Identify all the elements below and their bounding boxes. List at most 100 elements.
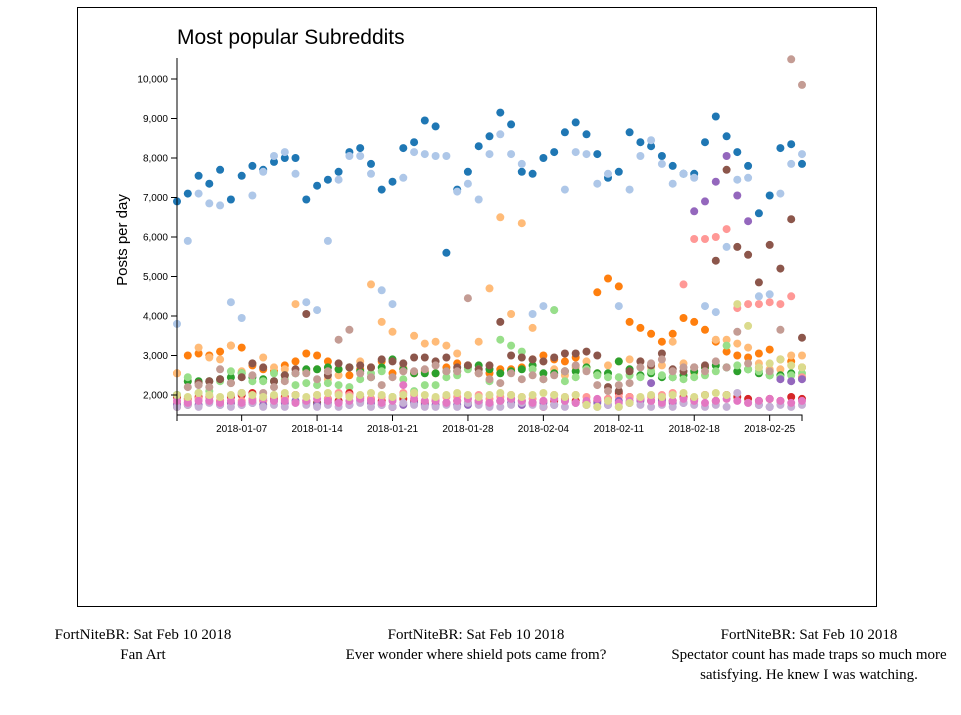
data-point bbox=[787, 377, 796, 386]
data-point bbox=[582, 150, 591, 159]
data-point bbox=[474, 369, 483, 378]
data-point bbox=[431, 393, 440, 401]
data-point bbox=[323, 379, 332, 388]
data-point bbox=[291, 169, 300, 178]
data-point bbox=[507, 310, 516, 318]
data-point bbox=[377, 367, 386, 376]
data-point bbox=[690, 373, 699, 382]
data-point bbox=[291, 369, 300, 378]
data-point bbox=[722, 341, 731, 350]
data-point bbox=[248, 391, 257, 399]
data-point bbox=[722, 242, 731, 251]
data-point bbox=[668, 329, 677, 338]
data-point bbox=[539, 351, 548, 360]
data-point bbox=[668, 396, 677, 405]
data-point bbox=[388, 300, 397, 309]
data-point bbox=[571, 367, 580, 376]
data-point bbox=[647, 329, 656, 338]
y-tick-label: 10,000 bbox=[137, 75, 168, 86]
data-point bbox=[345, 371, 354, 380]
data-point bbox=[528, 310, 537, 318]
data-point bbox=[237, 373, 246, 382]
data-point bbox=[334, 175, 343, 184]
data-point bbox=[798, 363, 806, 372]
data-point bbox=[787, 371, 796, 380]
data-point bbox=[798, 80, 806, 89]
x-tick-label: 2018-02-18 bbox=[669, 424, 721, 435]
data-point bbox=[291, 300, 300, 309]
data-point bbox=[582, 400, 591, 409]
data-point bbox=[259, 167, 268, 176]
data-point bbox=[248, 161, 257, 170]
data-point bbox=[334, 167, 343, 176]
data-point bbox=[539, 302, 548, 311]
data-point bbox=[582, 367, 591, 376]
data-point bbox=[754, 396, 763, 405]
data-point bbox=[604, 373, 612, 382]
caption-1[interactable]: FortNiteBR: Sat Feb 10 2018 Fan Art bbox=[0, 625, 293, 665]
data-point bbox=[754, 292, 763, 301]
data-point bbox=[722, 391, 731, 399]
data-point bbox=[765, 298, 774, 307]
data-point bbox=[420, 116, 429, 125]
data-point bbox=[367, 169, 375, 178]
data-point bbox=[560, 367, 569, 376]
data-point bbox=[496, 108, 505, 117]
data-point bbox=[259, 363, 268, 372]
data-point bbox=[453, 349, 462, 358]
data-point bbox=[787, 159, 796, 168]
caption-2[interactable]: FortNiteBR: Sat Feb 10 2018 Ever wonder … bbox=[326, 625, 626, 665]
data-point bbox=[604, 361, 612, 370]
data-point bbox=[517, 365, 526, 374]
y-tick-label: 8,000 bbox=[143, 154, 168, 165]
data-point bbox=[733, 339, 742, 348]
data-point bbox=[507, 369, 516, 378]
data-point bbox=[668, 337, 677, 346]
data-point bbox=[701, 398, 709, 407]
data-point bbox=[711, 357, 720, 366]
data-point bbox=[765, 402, 774, 411]
data-point bbox=[259, 402, 268, 411]
data-point bbox=[776, 365, 785, 374]
data-point bbox=[399, 173, 408, 182]
data-point bbox=[528, 391, 537, 399]
data-point bbox=[754, 363, 763, 372]
data-point bbox=[744, 161, 753, 170]
data-point bbox=[517, 167, 526, 176]
data-point bbox=[593, 381, 602, 390]
data-point bbox=[237, 343, 246, 352]
data-point bbox=[377, 286, 386, 295]
data-point bbox=[205, 353, 214, 362]
data-point bbox=[291, 381, 300, 390]
data-point bbox=[722, 347, 731, 356]
data-point bbox=[420, 396, 429, 405]
data-point bbox=[205, 179, 214, 188]
data-point bbox=[356, 361, 365, 370]
data-point bbox=[377, 381, 386, 390]
data-point bbox=[507, 400, 516, 409]
data-point bbox=[744, 365, 753, 374]
data-point bbox=[668, 161, 677, 170]
data-point bbox=[280, 365, 289, 374]
data-point bbox=[647, 142, 656, 151]
data-point bbox=[420, 402, 429, 411]
x-tick-label: 2018-01-07 bbox=[216, 424, 268, 435]
data-point bbox=[334, 365, 343, 374]
data-point bbox=[550, 391, 559, 399]
y-tick-label: 5,000 bbox=[143, 272, 168, 283]
data-point bbox=[302, 195, 311, 204]
data-point bbox=[690, 235, 699, 243]
data-point bbox=[345, 152, 354, 160]
y-tick-label: 6,000 bbox=[143, 233, 168, 244]
data-point bbox=[496, 389, 505, 397]
data-point bbox=[744, 250, 753, 259]
data-point bbox=[367, 280, 375, 289]
data-point bbox=[614, 402, 623, 411]
data-point bbox=[560, 185, 569, 194]
caption-3[interactable]: FortNiteBR: Sat Feb 10 2018 Spectator co… bbox=[659, 625, 959, 685]
data-point bbox=[183, 189, 192, 198]
data-point bbox=[183, 351, 192, 360]
data-point bbox=[280, 154, 289, 162]
data-point bbox=[679, 375, 688, 384]
data-point bbox=[776, 355, 785, 364]
